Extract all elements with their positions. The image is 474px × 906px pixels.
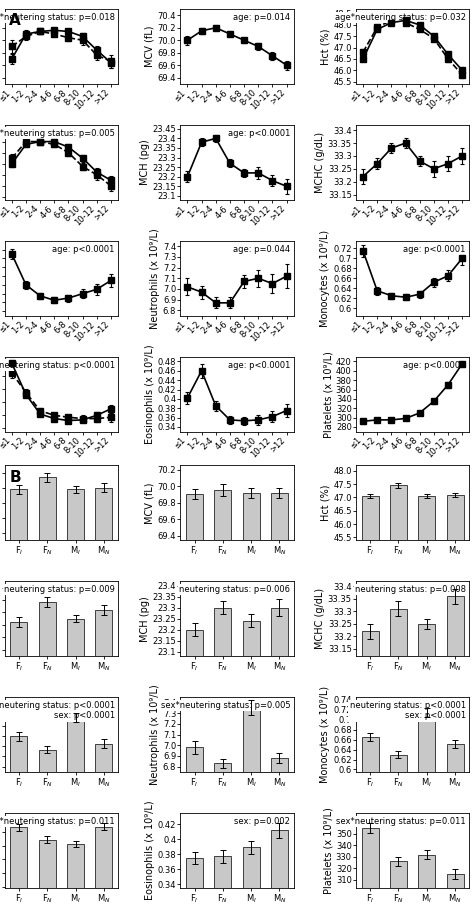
Bar bbox=[39, 840, 56, 906]
Text: sex: p=0.002: sex: p=0.002 bbox=[234, 817, 290, 826]
Y-axis label: Platelets (x 10⁹/L): Platelets (x 10⁹/L) bbox=[323, 807, 333, 894]
Bar bbox=[418, 623, 435, 906]
Bar bbox=[67, 489, 84, 906]
Text: age: p<0.0001: age: p<0.0001 bbox=[403, 361, 466, 370]
Y-axis label: MCV (fL): MCV (fL) bbox=[145, 482, 155, 524]
Bar bbox=[67, 718, 84, 906]
Bar bbox=[95, 487, 112, 906]
Bar bbox=[390, 862, 407, 906]
Y-axis label: Hct (%): Hct (%) bbox=[320, 28, 330, 64]
Bar bbox=[362, 828, 379, 906]
Bar bbox=[271, 758, 288, 906]
Bar bbox=[39, 750, 56, 906]
Bar bbox=[243, 708, 260, 906]
Text: sex*neutering status: p=0.005: sex*neutering status: p=0.005 bbox=[161, 701, 290, 710]
Bar bbox=[390, 486, 407, 906]
Bar bbox=[271, 830, 288, 906]
Text: neutering status: p<0.0001
sex: p<0.0001: neutering status: p<0.0001 sex: p<0.0001 bbox=[350, 701, 466, 720]
Bar bbox=[243, 847, 260, 906]
Bar bbox=[10, 827, 27, 906]
Bar bbox=[186, 858, 203, 906]
Bar bbox=[214, 608, 231, 906]
Bar bbox=[10, 737, 27, 906]
Text: neutering status: p<0.0001
sex: p<0.0001: neutering status: p<0.0001 sex: p<0.0001 bbox=[0, 701, 115, 720]
Bar bbox=[271, 493, 288, 906]
Y-axis label: MCH (pg): MCH (pg) bbox=[139, 596, 149, 641]
Text: age: p<0.0001: age: p<0.0001 bbox=[403, 245, 466, 254]
Y-axis label: Monocytes (x 10⁹/L): Monocytes (x 10⁹/L) bbox=[320, 230, 330, 327]
Y-axis label: Neutrophils (x 10⁹/L): Neutrophils (x 10⁹/L) bbox=[150, 684, 160, 785]
Bar bbox=[390, 609, 407, 906]
Y-axis label: MCHC (g/dL): MCHC (g/dL) bbox=[315, 131, 325, 193]
Bar bbox=[39, 602, 56, 906]
Bar bbox=[95, 826, 112, 906]
Text: A: A bbox=[9, 14, 21, 28]
Text: age: p=0.014: age: p=0.014 bbox=[233, 13, 290, 22]
Bar bbox=[362, 496, 379, 906]
Y-axis label: MCHC (g/dL): MCHC (g/dL) bbox=[315, 588, 325, 650]
Bar bbox=[186, 630, 203, 906]
Bar bbox=[67, 619, 84, 906]
Bar bbox=[447, 596, 464, 906]
Bar bbox=[447, 874, 464, 906]
Bar bbox=[390, 755, 407, 906]
Text: age: p<0.0001: age: p<0.0001 bbox=[228, 129, 290, 138]
Bar bbox=[447, 744, 464, 906]
Text: neutering status: p=0.009: neutering status: p=0.009 bbox=[4, 585, 115, 594]
Text: age*neutering status: p=0.018: age*neutering status: p=0.018 bbox=[0, 13, 115, 22]
Bar bbox=[95, 744, 112, 906]
Bar bbox=[418, 496, 435, 906]
Y-axis label: Hct (%): Hct (%) bbox=[320, 485, 330, 521]
Bar bbox=[418, 712, 435, 906]
Text: sex*neutering status: p=0.011: sex*neutering status: p=0.011 bbox=[0, 817, 115, 826]
Bar bbox=[186, 747, 203, 906]
Bar bbox=[10, 622, 27, 906]
Text: neutering status: p=0.006: neutering status: p=0.006 bbox=[179, 585, 290, 594]
Bar bbox=[418, 854, 435, 906]
Y-axis label: Monocytes (x 10⁹/L): Monocytes (x 10⁹/L) bbox=[320, 686, 330, 783]
Bar bbox=[95, 610, 112, 906]
Y-axis label: Eosinophils (x 10⁹/L): Eosinophils (x 10⁹/L) bbox=[145, 801, 155, 901]
Text: B: B bbox=[9, 469, 21, 485]
Y-axis label: MCH (pg): MCH (pg) bbox=[139, 140, 149, 185]
Bar bbox=[214, 490, 231, 906]
Bar bbox=[243, 621, 260, 906]
Text: age*neutering status: p=0.005: age*neutering status: p=0.005 bbox=[0, 129, 115, 138]
Bar bbox=[271, 608, 288, 906]
Bar bbox=[362, 737, 379, 906]
Y-axis label: Platelets (x 10⁹/L): Platelets (x 10⁹/L) bbox=[323, 351, 333, 438]
Text: age: p=0.044: age: p=0.044 bbox=[233, 245, 290, 254]
Bar bbox=[214, 856, 231, 906]
Text: age*neutering status: p<0.0001: age*neutering status: p<0.0001 bbox=[0, 361, 115, 370]
Bar bbox=[243, 493, 260, 906]
Bar bbox=[214, 764, 231, 906]
Bar bbox=[10, 489, 27, 906]
Y-axis label: Neutrophils (x 10⁹/L): Neutrophils (x 10⁹/L) bbox=[150, 228, 160, 329]
Y-axis label: Eosinophils (x 10⁹/L): Eosinophils (x 10⁹/L) bbox=[145, 344, 155, 444]
Bar bbox=[39, 477, 56, 906]
Bar bbox=[186, 495, 203, 906]
Bar bbox=[447, 495, 464, 906]
Text: neutering status: p=0.008: neutering status: p=0.008 bbox=[355, 585, 466, 594]
Bar bbox=[362, 631, 379, 906]
Bar bbox=[67, 844, 84, 906]
Text: sex*neutering status: p=0.011: sex*neutering status: p=0.011 bbox=[336, 817, 466, 826]
Y-axis label: MCV (fL): MCV (fL) bbox=[145, 25, 155, 67]
Text: age*neutering status: p=0.032: age*neutering status: p=0.032 bbox=[335, 13, 466, 22]
Text: age: p<0.0001: age: p<0.0001 bbox=[52, 245, 115, 254]
Text: age: p<0.0001: age: p<0.0001 bbox=[228, 361, 290, 370]
